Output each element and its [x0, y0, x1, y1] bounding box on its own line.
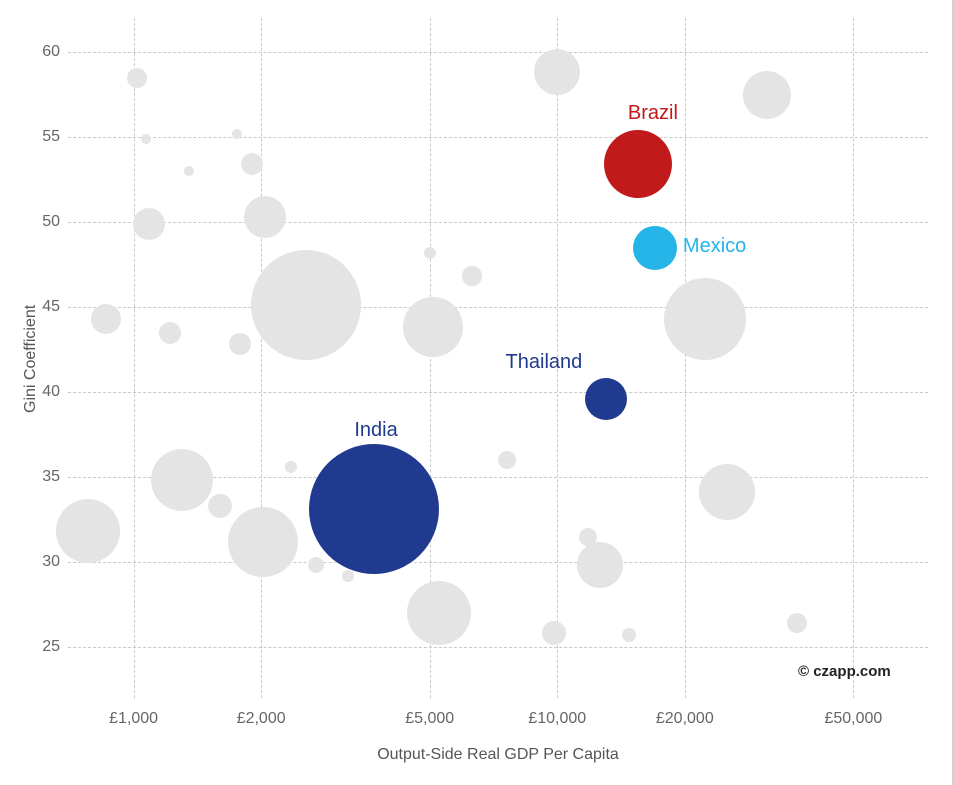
background-bubble [699, 464, 755, 520]
background-bubble [342, 570, 354, 582]
background-bubble [462, 266, 482, 286]
background-bubble [228, 507, 298, 577]
background-bubble [251, 250, 361, 360]
x-tick-label: £2,000 [237, 698, 286, 728]
attribution-text: © czapp.com [798, 663, 891, 680]
background-bubble [241, 153, 263, 175]
background-bubble [542, 621, 566, 645]
x-tick-label: £1,000 [109, 698, 158, 728]
y-tick-label: 60 [42, 43, 68, 61]
y-tick-label: 25 [42, 638, 68, 656]
background-bubble [208, 494, 232, 518]
y-tick-label: 50 [42, 213, 68, 231]
x-tick-label: £50,000 [824, 698, 882, 728]
gridline-horizontal [68, 52, 928, 53]
background-bubble [244, 196, 286, 238]
background-bubble [285, 461, 297, 473]
gridline-horizontal [68, 222, 928, 223]
gridline-vertical [134, 18, 135, 698]
highlight-bubble-brazil[interactable] [604, 130, 672, 198]
background-bubble [424, 247, 436, 259]
y-tick-label: 35 [42, 468, 68, 486]
y-tick-label: 45 [42, 298, 68, 316]
background-bubble [127, 68, 147, 88]
gridline-horizontal [68, 392, 928, 393]
gini-gdp-bubble-chart: 25 30 35 40 45 50 55 60 £1,000 £2,000 £5,000 £10,00… [0, 0, 953, 785]
gridline-horizontal [68, 137, 928, 138]
background-bubble [308, 557, 324, 573]
background-bubble [498, 451, 516, 469]
background-bubble [403, 297, 463, 357]
bubble-label-mexico: Mexico [683, 235, 746, 258]
background-bubble [91, 304, 121, 334]
gridline-horizontal [68, 307, 928, 308]
background-bubble [56, 499, 120, 563]
bubble-label-thailand: Thailand [506, 351, 583, 374]
plot-area: 2530354045505560£1,000£2,000£5,000£10,00… [68, 18, 928, 698]
highlight-bubble-mexico[interactable] [633, 226, 677, 270]
bubble-label-india: India [354, 419, 397, 442]
y-axis-label: Gini Coefficient [22, 305, 40, 413]
background-bubble [534, 49, 580, 95]
gridline-vertical [853, 18, 854, 698]
background-bubble [407, 581, 471, 645]
gridline-vertical [261, 18, 262, 698]
background-bubble [787, 613, 807, 633]
y-tick-label: 55 [42, 128, 68, 146]
background-bubble [622, 628, 636, 642]
highlight-bubble-thailand[interactable] [585, 378, 627, 420]
x-tick-label: £10,000 [528, 698, 586, 728]
gridline-vertical [685, 18, 686, 698]
highlight-bubble-india[interactable] [309, 444, 439, 574]
gridline-horizontal [68, 562, 928, 563]
x-tick-label: £20,000 [656, 698, 714, 728]
x-tick-label: £5,000 [405, 698, 454, 728]
background-bubble [133, 208, 165, 240]
background-bubble [577, 542, 623, 588]
y-tick-label: 40 [42, 383, 68, 401]
background-bubble [151, 449, 213, 511]
gridline-horizontal [68, 647, 928, 648]
background-bubble [141, 134, 151, 144]
background-bubble [232, 129, 242, 139]
bubble-label-brazil: Brazil [628, 102, 678, 125]
background-bubble [743, 71, 791, 119]
x-axis-label: Output-Side Real GDP Per Capita [377, 746, 619, 764]
background-bubble [159, 322, 181, 344]
background-bubble [229, 333, 251, 355]
background-bubble [664, 278, 746, 360]
background-bubble [184, 166, 194, 176]
y-tick-label: 30 [42, 553, 68, 571]
